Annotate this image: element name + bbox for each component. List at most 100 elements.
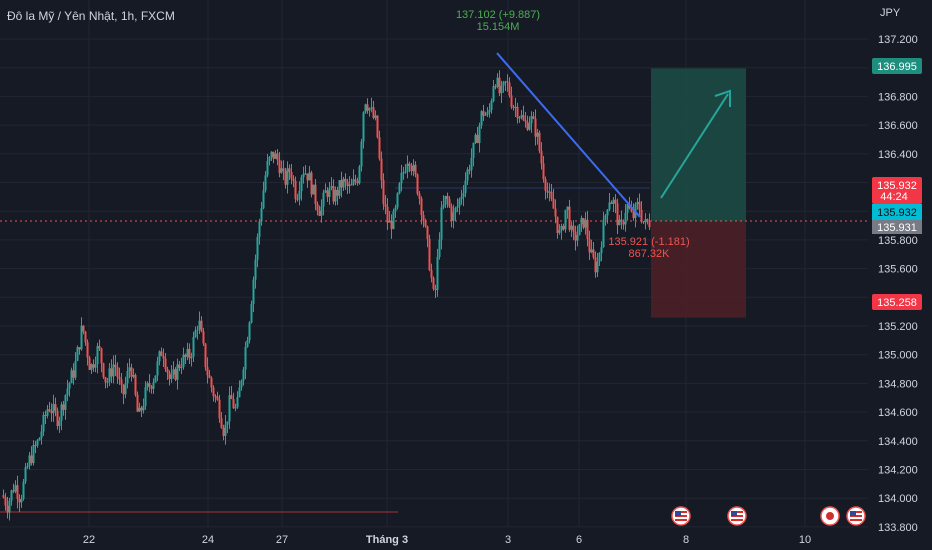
candle-body (2, 495, 5, 498)
candle-body (478, 125, 481, 144)
candle-body (300, 177, 303, 192)
candle-body (188, 348, 191, 359)
candle-body (388, 220, 391, 223)
candle-body (238, 387, 241, 398)
symbol-title[interactable]: Đô la Mỹ / Yên Nhật, 1h, FXCM (7, 9, 175, 23)
candle-body (384, 204, 387, 207)
us-flag-icon[interactable] (727, 506, 747, 526)
candle-body (166, 369, 169, 373)
candle-body (298, 191, 301, 200)
stop-price-label: 135.258 (872, 294, 922, 310)
candle-body (314, 184, 317, 204)
candle-body (532, 116, 535, 119)
candle-body (216, 396, 219, 400)
candle-body (566, 206, 569, 210)
candle-body (612, 199, 615, 204)
candle-body (240, 380, 243, 388)
current-price-label: 135.932 44:24 (872, 177, 922, 204)
candle-body (284, 170, 287, 185)
candle-body (416, 174, 419, 194)
candle-body (96, 346, 99, 365)
candle-body (346, 181, 349, 186)
candle-body (112, 364, 115, 377)
candle-body (536, 132, 539, 137)
high-volume-annotation: 15.154M (477, 21, 520, 33)
us-flag-icon[interactable] (671, 506, 691, 526)
candle-body (234, 407, 237, 409)
time-axis[interactable]: 22 24 27 Tháng 3 3 6 8 10 (83, 534, 811, 546)
price-tick-label: 135.600 (878, 264, 918, 276)
candle-body (424, 220, 427, 227)
candle-body (590, 249, 593, 253)
candle-body (398, 183, 401, 194)
candle-body (230, 395, 233, 399)
candle-body (266, 160, 269, 176)
candle-body (138, 407, 141, 412)
candle-body (452, 212, 455, 221)
candle-body (70, 370, 73, 384)
candle-body (574, 231, 577, 241)
candle-body (288, 168, 291, 173)
candle-body (190, 356, 193, 359)
candle-body (418, 193, 421, 199)
price-tick-label: 134.600 (878, 407, 918, 419)
candle-body (474, 134, 477, 143)
candle-body (648, 221, 651, 228)
candle-body (278, 159, 281, 173)
candle-body (214, 396, 217, 398)
candle-body (128, 367, 131, 372)
candle-body (290, 172, 293, 179)
candle-body (638, 201, 641, 210)
candle-body (636, 201, 639, 205)
candle-body (36, 440, 39, 446)
candle-body (292, 178, 295, 181)
candle-body (324, 190, 327, 193)
price-tick-label: 136.600 (878, 120, 918, 132)
us-flag-icon[interactable] (846, 506, 866, 526)
candle-body (556, 216, 559, 233)
drawing-overlays[interactable] (496, 52, 731, 218)
candle-body (454, 207, 457, 213)
candle-body (386, 206, 389, 223)
candle-body (462, 192, 465, 197)
candle-body (342, 178, 345, 188)
candle-body (580, 218, 583, 225)
candle-body (322, 192, 325, 207)
candle-body (194, 330, 197, 338)
candle-body (196, 329, 199, 331)
stop-zone (651, 220, 746, 318)
time-tick-label: Tháng 3 (366, 534, 408, 546)
candle-body (506, 81, 509, 83)
candle-body (22, 481, 25, 500)
candle-body (572, 225, 575, 232)
candle-body (610, 202, 613, 204)
candle-body (420, 198, 423, 215)
candle-body (172, 369, 175, 375)
candle-body (154, 375, 157, 383)
candle-body (644, 219, 647, 223)
candle-body (186, 348, 189, 357)
candle-body (306, 173, 309, 181)
candle-body (348, 184, 351, 186)
candle-body (310, 172, 313, 195)
candle-body (564, 209, 567, 230)
candle-body (332, 186, 335, 202)
price-axis[interactable]: JPY 137.200137.000136.800136.600136.4001… (872, 7, 922, 534)
candle-body (76, 347, 79, 361)
candle-body (396, 193, 399, 208)
event-markers[interactable] (671, 506, 866, 526)
candle-body (116, 367, 119, 377)
candle-body (548, 191, 551, 193)
candle-body (372, 107, 375, 118)
jp-flag-icon[interactable] (820, 506, 840, 526)
candle-body (184, 354, 187, 357)
candle-body (460, 196, 463, 200)
candle-body (530, 116, 533, 124)
candle-body (264, 175, 267, 191)
candle-body (624, 212, 627, 225)
candle-body (434, 288, 437, 290)
candle-body (92, 364, 95, 368)
candle-body (578, 224, 581, 236)
